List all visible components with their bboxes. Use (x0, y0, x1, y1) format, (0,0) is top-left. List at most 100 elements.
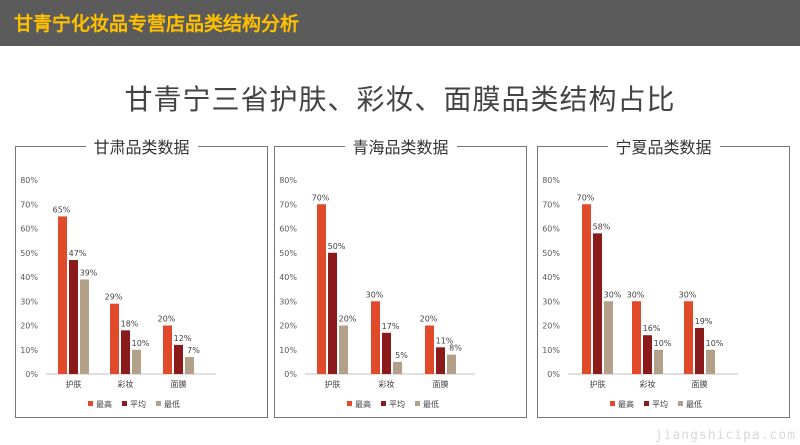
y-tick-label: 20% (542, 322, 560, 331)
data-label: 30% (604, 290, 622, 299)
watermark-text: jiangshicipa.com (654, 428, 796, 443)
bar (121, 330, 130, 374)
data-label: 18% (121, 319, 139, 328)
y-tick-label: 40% (542, 273, 560, 282)
bar (185, 357, 194, 374)
legend-label: 最高 (96, 399, 112, 409)
data-label: 50% (328, 242, 346, 251)
data-label: 16% (643, 324, 661, 333)
legend-swatch (122, 401, 127, 406)
data-label: 39% (80, 268, 98, 277)
data-label: 29% (105, 293, 123, 302)
x-tick-label: 彩妆 (379, 379, 395, 389)
y-tick-label: 50% (20, 249, 38, 258)
bar (328, 252, 337, 374)
chart-title: 宁夏品类数据 (607, 134, 720, 158)
header-title: 甘青宁化妆品专营店品类结构分析 (14, 13, 300, 35)
y-tick-label: 30% (20, 297, 38, 306)
data-label: 30% (679, 290, 697, 299)
legend-swatch (88, 401, 93, 406)
bar (643, 335, 652, 374)
data-label: 7% (187, 346, 200, 355)
legend-label: 最高 (618, 399, 634, 409)
bar (132, 349, 141, 374)
legend-swatch (156, 401, 161, 406)
bar (317, 204, 326, 374)
data-label: 30% (627, 290, 645, 299)
page-title: 甘青宁三省护肤、彩妆、面膜品类结构占比 (124, 83, 676, 116)
chart-title: 甘肃品类数据 (85, 134, 198, 158)
legend-label: 平均 (652, 399, 668, 409)
legend-swatch (381, 401, 386, 406)
y-tick-label: 10% (279, 346, 297, 355)
legend-label: 最低 (423, 399, 439, 409)
bar (80, 279, 89, 374)
bar (436, 347, 445, 374)
data-label: 47% (69, 249, 87, 258)
data-label: 65% (53, 205, 71, 214)
legend-label: 最低 (164, 399, 180, 409)
x-tick-label: 面膜 (433, 379, 449, 389)
bar (110, 303, 119, 374)
data-label: 17% (382, 322, 400, 331)
x-tick-label: 护肤 (66, 379, 82, 389)
bar-chart: 0% 10% 20% 30% 40% 50% 60% 70% 80% 65% 47% 39% 护肤 29%… (20, 176, 216, 409)
y-tick-label: 10% (542, 346, 560, 355)
legend-swatch (644, 401, 649, 406)
chart-title: 青海品类数据 (344, 134, 457, 158)
y-tick-label: 20% (279, 322, 297, 331)
y-tick-label: 30% (542, 297, 560, 306)
chart-panel-gansu: 甘肃品类数据 0% 10% 20% 30% 40% 50% 60% 70% 80% 65% 47% 3… (15, 134, 268, 418)
bar (706, 349, 715, 374)
data-label: 8% (449, 344, 462, 353)
bar (339, 325, 348, 374)
data-label: 30% (366, 290, 384, 299)
bar (604, 301, 613, 374)
y-tick-label: 40% (20, 273, 38, 282)
bar (174, 344, 183, 374)
legend-swatch (415, 401, 420, 406)
data-label: 70% (312, 193, 330, 202)
x-tick-label: 彩妆 (640, 379, 656, 389)
bar (382, 332, 391, 374)
y-tick-label: 20% (20, 322, 38, 331)
data-label: 20% (158, 315, 176, 324)
y-tick-label: 40% (279, 273, 297, 282)
data-label: 10% (654, 339, 672, 348)
bar-chart: 0% 10% 20% 30% 40% 50% 60% 70% 80% 70% 50% 20% 护肤 30%… (279, 176, 475, 409)
data-label: 58% (593, 222, 611, 231)
bar (684, 301, 693, 374)
bar (163, 325, 172, 374)
y-tick-label: 80% (279, 176, 297, 185)
legend-label: 平均 (130, 399, 146, 409)
legend-swatch (678, 401, 683, 406)
data-label: 10% (132, 339, 150, 348)
y-tick-label: 60% (279, 225, 297, 234)
x-tick-label: 面膜 (692, 379, 708, 389)
chart-panel-ningxia: 宁夏品类数据 0% 10% 20% 30% 40% 50% 60% 70% 80% 70% 58% 3… (537, 134, 790, 418)
bar (695, 327, 704, 374)
y-tick-label: 0% (547, 370, 560, 379)
bar (69, 260, 78, 374)
y-tick-label: 80% (542, 176, 560, 185)
y-tick-label: 10% (20, 346, 38, 355)
y-tick-label: 50% (542, 249, 560, 258)
x-tick-label: 护肤 (590, 379, 606, 389)
bar (632, 301, 641, 374)
x-tick-label: 彩妆 (118, 379, 134, 389)
bar (593, 233, 602, 374)
y-tick-label: 0% (25, 370, 38, 379)
data-label: 12% (174, 334, 192, 343)
bar (371, 301, 380, 374)
bar (654, 349, 663, 374)
y-tick-label: 70% (20, 200, 38, 209)
y-tick-label: 70% (279, 200, 297, 209)
bar (425, 325, 434, 374)
y-tick-label: 60% (20, 225, 38, 234)
bar (447, 354, 456, 374)
legend-swatch (610, 401, 615, 406)
data-label: 5% (395, 351, 408, 360)
data-label: 11% (436, 336, 454, 345)
bar (58, 216, 67, 374)
x-tick-label: 护肤 (325, 379, 341, 389)
